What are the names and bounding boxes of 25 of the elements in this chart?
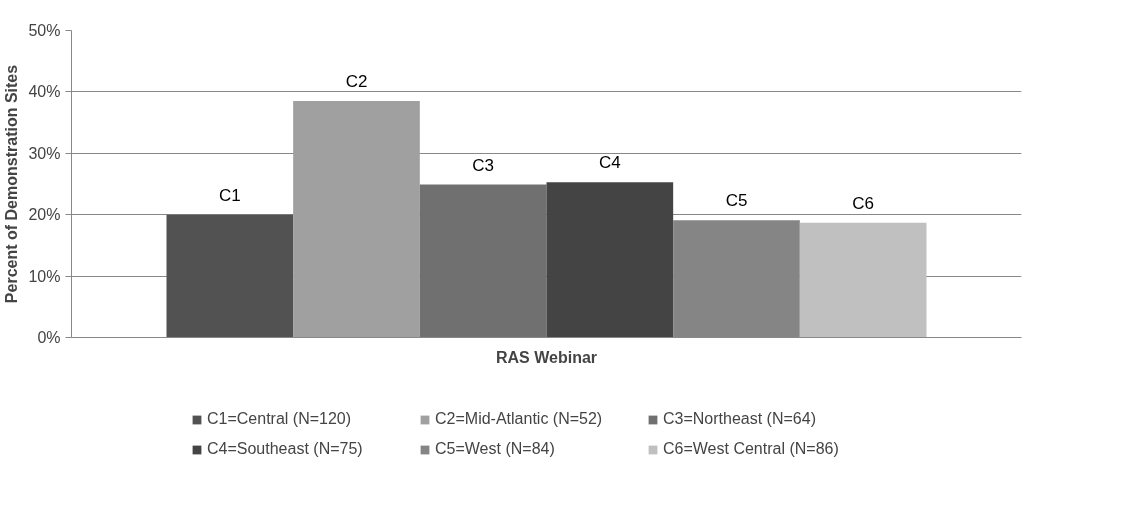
legend-label: C1=Central (N=120): [207, 410, 353, 428]
bar: [166, 214, 294, 338]
bar: [419, 184, 547, 338]
annotation: C1: [218, 185, 241, 205]
bar: [546, 182, 674, 338]
annotation: C5: [725, 191, 748, 211]
y-tick-label: 0%: [37, 329, 61, 346]
y-tick-label: 10%: [28, 267, 61, 285]
y-tick-label: 20%: [28, 206, 61, 224]
y-axis-title: Percent of Demonstration Sites: [3, 64, 21, 304]
legend-label: C6=West Central (N=86): [663, 440, 840, 458]
y-tick-label: 50%: [28, 22, 61, 39]
annotation: C2: [345, 72, 368, 92]
bar: [799, 222, 927, 338]
legend-label: C5=West (N=84): [435, 440, 556, 458]
annotation: C6: [852, 193, 875, 213]
annotation: C3: [472, 155, 495, 175]
y-tick-label: 30%: [28, 144, 61, 162]
legend-label: C2=Mid-Atlantic (N=52): [435, 410, 604, 428]
x-tick-label: RAS Webinar: [495, 348, 598, 366]
legend-label: C3=Northeast (N=64): [663, 410, 817, 428]
legend-label: C4=Southeast (N=75): [207, 440, 364, 458]
bar: [293, 101, 420, 338]
annotation: C4: [598, 153, 621, 173]
y-tick-label: 40%: [28, 83, 61, 101]
